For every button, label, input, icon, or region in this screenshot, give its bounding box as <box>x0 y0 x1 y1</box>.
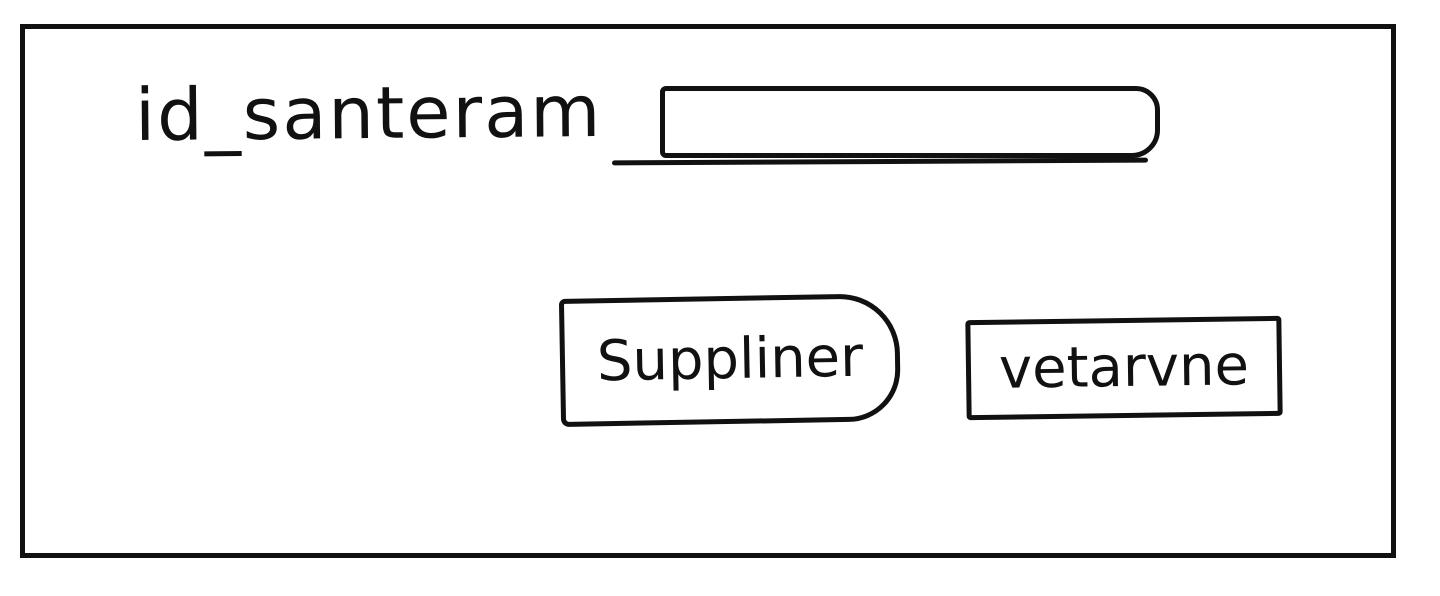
santeram-input[interactable] <box>660 86 1160 158</box>
field-label: id_santeram <box>134 68 603 158</box>
back-button[interactable]: vetarvne <box>965 315 1283 421</box>
save-button[interactable]: Suppliner <box>558 293 902 427</box>
